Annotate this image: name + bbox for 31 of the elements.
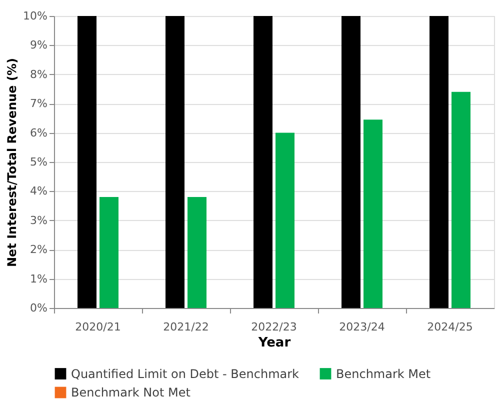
y-tick-label: 4%: [30, 184, 48, 198]
bar: [166, 16, 184, 308]
bar: [342, 16, 360, 308]
x-axis-title: Year: [257, 336, 292, 350]
legend-label: Benchmark Not Met: [71, 386, 191, 400]
x-tick-label: 2020/21: [75, 320, 121, 334]
bar: [364, 120, 382, 308]
x-tick-label: 2022/23: [251, 320, 297, 334]
x-tick-label: 2024/25: [427, 320, 473, 334]
y-tick-label: 6%: [30, 126, 48, 140]
bar: [452, 92, 470, 308]
x-tick-label: 2023/24: [339, 320, 385, 334]
y-tick-label: 8%: [30, 68, 48, 81]
y-tick-label: 1%: [30, 272, 48, 286]
y-axis-title: Net Interest/Total Revenue (%): [5, 58, 20, 267]
y-tick-label: 10%: [23, 10, 48, 22]
y-tick-label: 2%: [30, 243, 48, 256]
bar: [100, 197, 118, 308]
y-tick-label: 3%: [30, 214, 48, 227]
legend-label: Quantified Limit on Debt - Benchmark: [71, 366, 300, 381]
bar: [188, 197, 206, 308]
x-tick-label: 2021/22: [163, 320, 209, 334]
bar: [78, 16, 96, 308]
bar: [276, 132, 294, 308]
y-tick-label: 9%: [30, 38, 48, 52]
bar: [254, 16, 272, 308]
y-tick-label: 5%: [30, 156, 48, 168]
y-tick-label: 0%: [30, 302, 48, 314]
bar: [430, 16, 448, 308]
legend-label: Benchmark Met: [336, 366, 431, 381]
y-tick-label: 7%: [30, 97, 48, 110]
